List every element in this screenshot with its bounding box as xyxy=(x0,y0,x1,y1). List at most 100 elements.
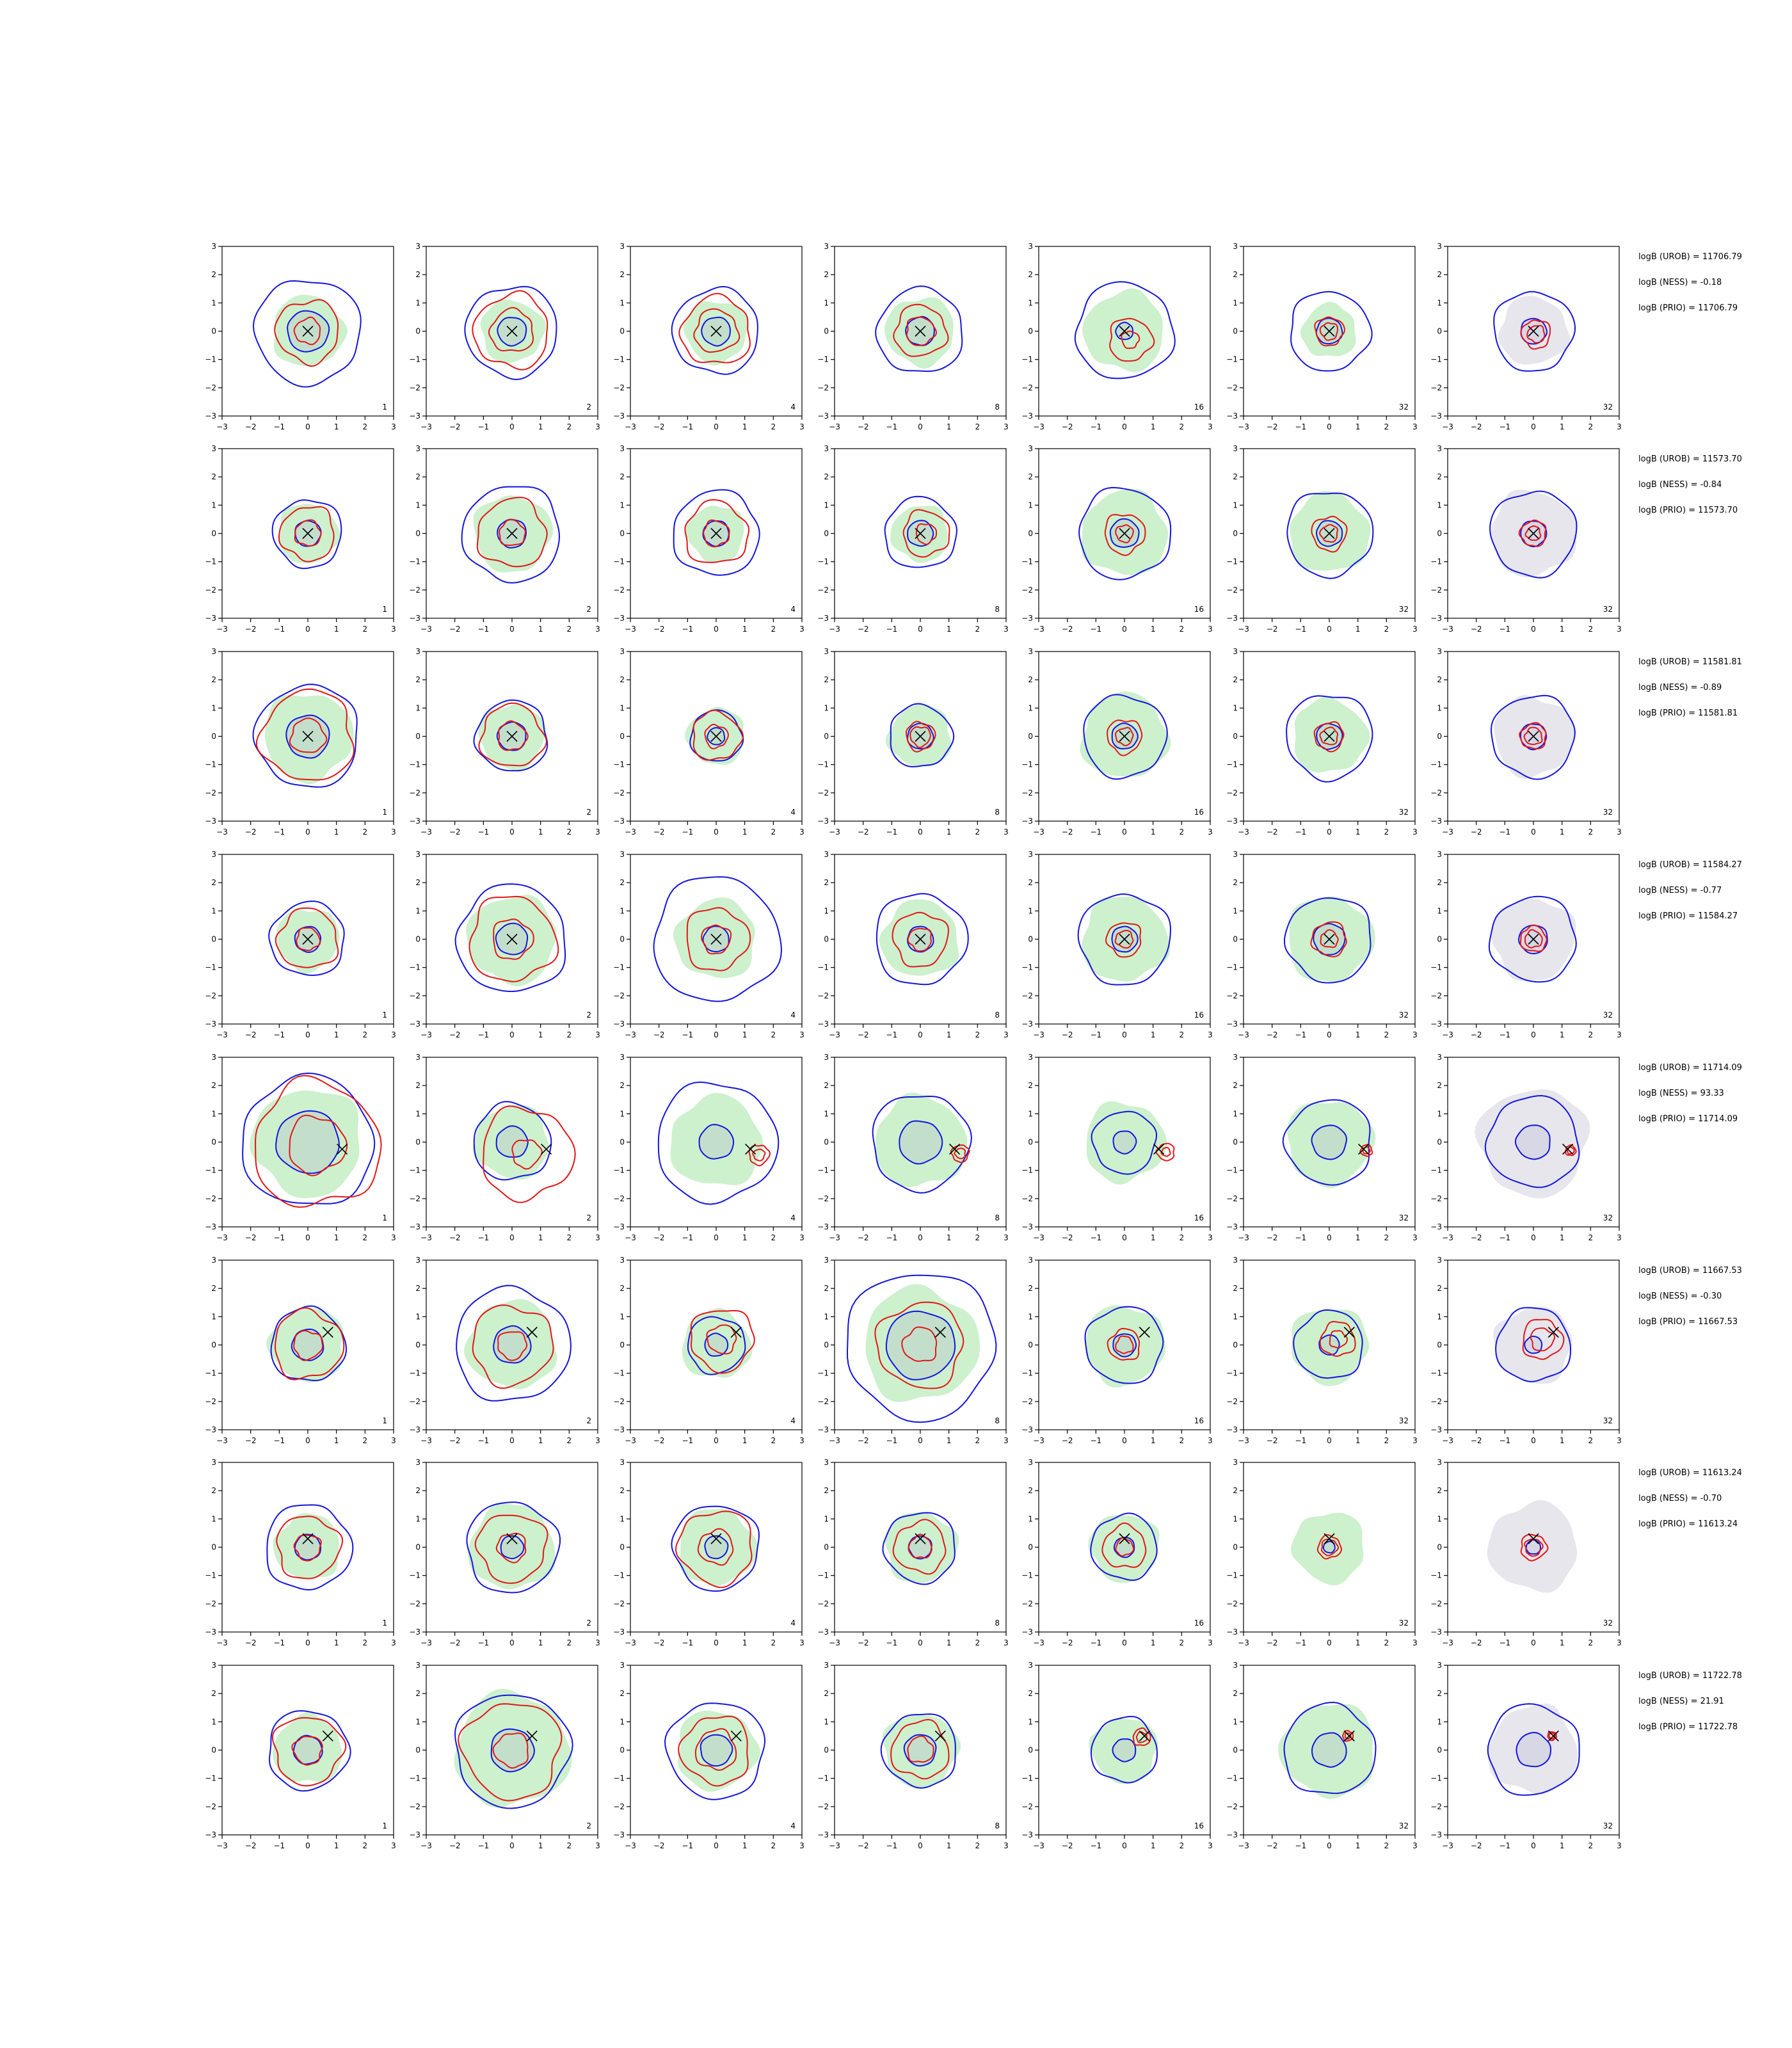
y-tick-label: 1 xyxy=(1233,1109,1238,1118)
stat-text: logB (NESS) = -0.18 xyxy=(1638,278,1722,287)
red-contour-1 xyxy=(276,1516,344,1580)
y-tick-label: 1 xyxy=(415,703,420,712)
y-tick-label: −1 xyxy=(409,1369,420,1378)
x-tick-label: 2 xyxy=(771,625,776,634)
panel-plot-area xyxy=(1292,1309,1370,1386)
stat-text: logB (PRIO) = 11613.24 xyxy=(1638,1519,1738,1529)
blue-contour-inner xyxy=(291,1328,324,1361)
y-tick-label: 1 xyxy=(824,906,829,915)
marker-x xyxy=(934,1327,946,1338)
panel-r1-c5: −3−3 −2 −2 −1 −1 0 0 1 1 2 2 3 3 16 xyxy=(1021,242,1213,431)
y-tick-label: −3 xyxy=(613,1830,625,1839)
y-tick-label: −3 xyxy=(817,614,829,623)
y-tick-label: 0 xyxy=(1028,732,1033,741)
y-tick-label: −3 xyxy=(409,1020,420,1028)
x-tick-label: 0 xyxy=(918,1638,923,1647)
panel-r7-c6: −3−3 −2 −2 −1 −1 0 0 1 1 2 2 3 3 32 xyxy=(1226,1458,1418,1647)
red-contour-2 xyxy=(497,1331,528,1361)
x-tick-label: 1 xyxy=(334,1233,339,1242)
x-tick-label: −2 xyxy=(245,828,257,836)
red-contour-2 xyxy=(1121,330,1140,349)
x-tick-label: −3 xyxy=(216,1030,228,1039)
y-tick-label: −3 xyxy=(1430,412,1442,420)
y-tick-label: −3 xyxy=(613,614,625,623)
y-tick-label: −1 xyxy=(1430,355,1442,364)
y-tick-label: 3 xyxy=(415,242,420,251)
x-tick-label: −2 xyxy=(1062,828,1073,836)
red-contour-1 xyxy=(476,497,548,568)
y-tick-label: 2 xyxy=(211,1284,216,1293)
y-tick-label: 2 xyxy=(1437,1081,1442,1090)
x-tick-label: −1 xyxy=(273,625,285,634)
x-tick-label: 2 xyxy=(567,1436,572,1445)
marker-x xyxy=(710,730,722,742)
y-tick-label: −2 xyxy=(613,1397,625,1406)
blue-contour-outer xyxy=(1495,1307,1571,1382)
panel-plot-area xyxy=(466,1501,561,1594)
density-fill-green xyxy=(1300,301,1356,356)
y-tick-label: −3 xyxy=(817,1425,829,1434)
x-tick-label: −2 xyxy=(449,625,461,634)
y-tick-label: 1 xyxy=(1437,906,1442,915)
y-tick-label: −2 xyxy=(409,1599,420,1608)
panel-r6-c7: −3−3 −2 −2 −1 −1 0 0 1 1 2 2 3 3 32 xyxy=(1430,1256,1622,1445)
panel-column-label: 16 xyxy=(1194,605,1204,614)
x-tick-label: 1 xyxy=(334,828,339,836)
x-tick-label: 1 xyxy=(947,1233,952,1242)
red-contour-2 xyxy=(291,1736,323,1766)
x-tick-label: −2 xyxy=(1267,422,1278,431)
panel-column-label: 4 xyxy=(790,403,796,412)
x-tick-label: 3 xyxy=(1412,625,1418,634)
x-tick-label: −1 xyxy=(682,1436,693,1445)
red-contour-1 xyxy=(675,1510,753,1588)
red-contour-1 xyxy=(1319,1320,1356,1357)
x-tick-label: 2 xyxy=(1180,422,1185,431)
marker-x xyxy=(710,325,722,337)
x-tick-label: 0 xyxy=(714,1841,719,1850)
red-contour-1 xyxy=(275,907,339,968)
x-tick-label: −2 xyxy=(1471,828,1482,836)
y-tick-label: 0 xyxy=(211,935,216,944)
x-tick-label: −1 xyxy=(273,1030,285,1039)
y-tick-label: 0 xyxy=(1233,327,1238,336)
x-tick-label: −2 xyxy=(653,1841,665,1850)
panel-r1-c2: −3−3 −2 −2 −1 −1 0 0 1 1 2 2 3 3 2 xyxy=(409,242,600,431)
blue-contour-outer xyxy=(1284,897,1372,984)
x-tick-label: 3 xyxy=(595,1233,600,1242)
x-tick-label: 2 xyxy=(363,1841,368,1850)
x-tick-label: 3 xyxy=(1208,828,1213,836)
x-tick-label: −3 xyxy=(1238,1233,1249,1242)
y-tick-label: 3 xyxy=(415,1256,420,1265)
blue-contour-outer xyxy=(270,1305,348,1382)
x-tick-label: 3 xyxy=(1412,1436,1418,1445)
panel-r3-c5: −3−3 −2 −2 −1 −1 0 0 1 1 2 2 3 3 16 xyxy=(1021,647,1213,836)
y-tick-label: 1 xyxy=(1437,298,1442,307)
x-tick-label: 2 xyxy=(1588,625,1594,634)
y-tick-label: −1 xyxy=(409,963,420,972)
y-tick-label: −2 xyxy=(409,586,420,595)
red-contour-2 xyxy=(1524,1538,1544,1557)
y-tick-label: −3 xyxy=(1226,412,1238,420)
y-tick-label: 3 xyxy=(824,850,829,859)
x-tick-label: 2 xyxy=(1384,625,1389,634)
y-tick-label: 1 xyxy=(1028,906,1033,915)
y-tick-label: −1 xyxy=(817,963,829,972)
panel-plot-area xyxy=(472,1101,576,1203)
x-tick-label: 0 xyxy=(305,1436,310,1445)
x-tick-label: 3 xyxy=(799,828,804,836)
panel-column-label: 1 xyxy=(382,1619,387,1628)
panel-column-label: 32 xyxy=(1399,1011,1409,1020)
x-tick-label: 1 xyxy=(538,1233,543,1242)
y-tick-label: 3 xyxy=(620,242,625,251)
y-tick-label: 0 xyxy=(824,1543,829,1552)
blue-contour-inner xyxy=(292,1734,323,1765)
y-tick-label: 2 xyxy=(415,1284,420,1293)
red-contour-1 xyxy=(950,1144,970,1164)
x-tick-label: 3 xyxy=(1617,1030,1622,1039)
panel-r6-c4: −3−3 −2 −2 −1 −1 0 0 1 1 2 2 3 3 8 xyxy=(817,1256,1009,1445)
x-tick-label: −1 xyxy=(682,625,693,634)
y-tick-label: −2 xyxy=(1021,586,1033,595)
marker-x xyxy=(915,325,926,337)
y-tick-label: −2 xyxy=(817,1194,829,1203)
panel-column-label: 32 xyxy=(1399,1213,1409,1222)
